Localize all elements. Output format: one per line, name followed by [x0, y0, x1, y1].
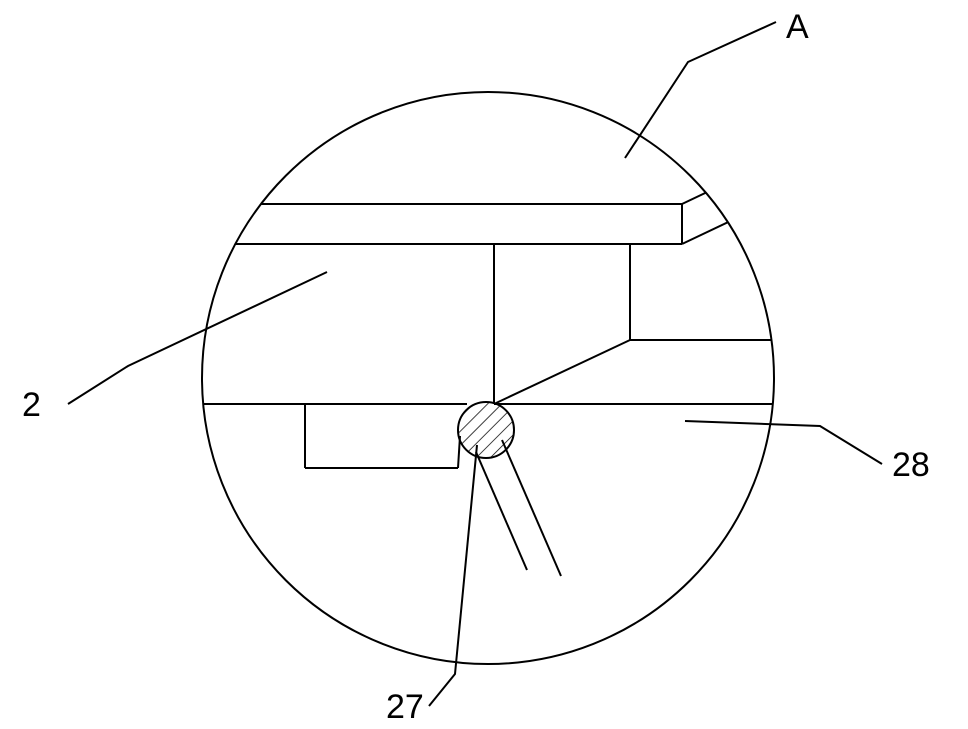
technical-diagram: [0, 0, 968, 729]
line13: [476, 452, 527, 570]
line2: [682, 170, 838, 244]
leader-2: [68, 272, 327, 404]
line4: [682, 130, 838, 204]
pivot-pin: [458, 402, 514, 458]
label-28: 28: [892, 446, 930, 485]
detail-view-circle: [202, 92, 774, 664]
leader-28: [685, 421, 882, 464]
line12: [502, 440, 561, 576]
label-2: 2: [22, 386, 41, 425]
leader-lines: [68, 22, 882, 706]
line9: [494, 340, 630, 404]
label-27: 27: [386, 688, 424, 727]
leader-A: [625, 22, 776, 158]
leader-27: [429, 445, 477, 706]
label-A: A: [786, 8, 809, 47]
